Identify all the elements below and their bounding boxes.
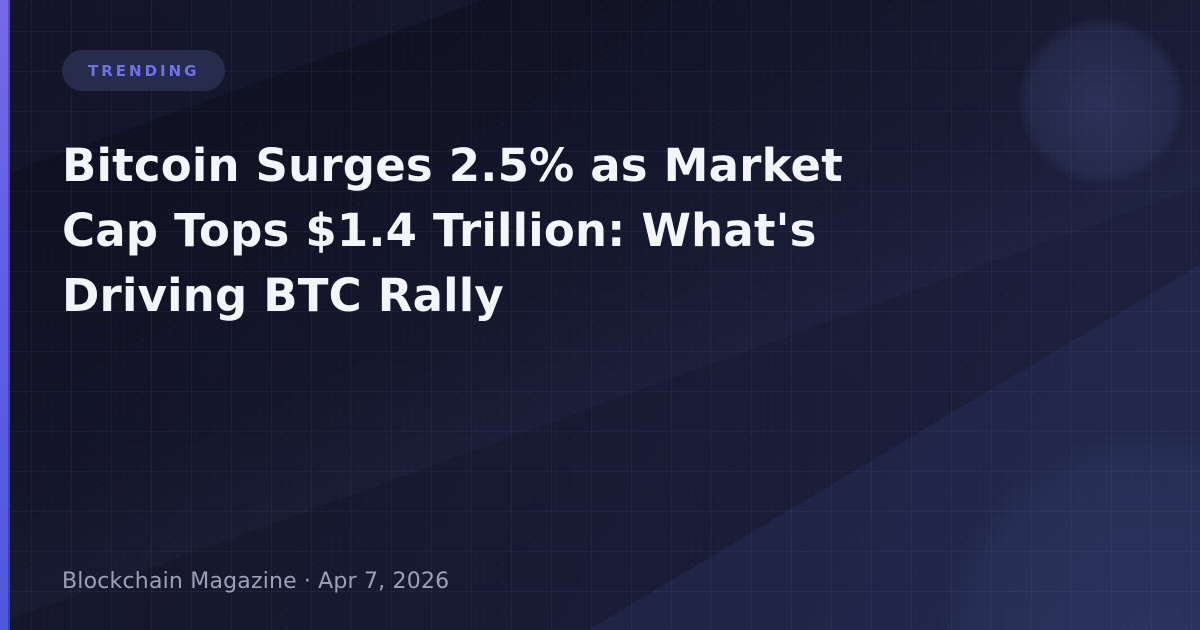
trending-badge-label: TRENDING bbox=[88, 61, 200, 80]
trending-badge: TRENDING bbox=[62, 50, 226, 91]
article-meta: Blockchain Magazine · Apr 7, 2026 bbox=[62, 569, 449, 594]
left-accent-bar bbox=[0, 0, 10, 630]
meta-separator: · bbox=[303, 569, 312, 594]
article-headline: Bitcoin Surges 2.5% as Market Cap Tops $… bbox=[62, 139, 843, 322]
publisher-name: Blockchain Magazine bbox=[62, 569, 297, 594]
publish-date: Apr 7, 2026 bbox=[318, 569, 450, 594]
card-content: TRENDING Bitcoin Surges 2.5% as Market C… bbox=[62, 0, 942, 630]
glow-circle-top-right bbox=[1018, 18, 1184, 184]
